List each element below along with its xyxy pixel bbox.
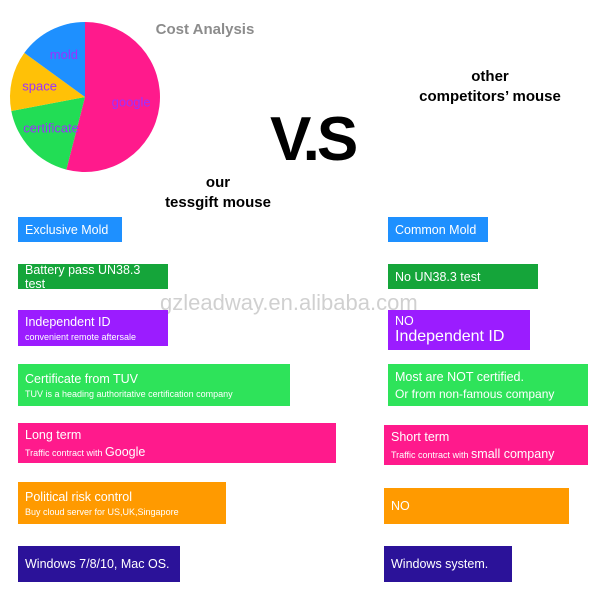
pie-slice bbox=[11, 97, 86, 170]
feature-box: NO Independent ID bbox=[388, 310, 530, 350]
box-note: TUV is a heading authoritative certifica… bbox=[25, 388, 233, 399]
box-title: Long term bbox=[25, 427, 82, 442]
pie-slice bbox=[10, 52, 86, 112]
slice-label: google bbox=[112, 94, 151, 109]
feature-box: Windows 7/8/10, Mac OS. bbox=[18, 546, 180, 582]
feature-box: Short term Traffic contract with small co… bbox=[384, 425, 588, 465]
feature-box: Exclusive Mold bbox=[18, 217, 122, 242]
slice-label: space bbox=[22, 78, 57, 93]
box-title: Windows system. bbox=[391, 557, 489, 571]
box-title: Political risk control bbox=[25, 489, 132, 504]
slice-label: mold bbox=[50, 47, 78, 62]
feature-box: Battery pass UN38.3 test bbox=[18, 262, 168, 291]
box-title: NO bbox=[391, 499, 410, 513]
box-title: Exclusive Mold bbox=[25, 222, 109, 237]
box-note: Traffic contract with small company bbox=[391, 447, 581, 461]
watermark: gzleadway.en.alibaba.com bbox=[160, 290, 418, 315]
box-emphasis: Independent ID bbox=[395, 328, 505, 345]
box-title: Common Mold bbox=[395, 222, 477, 237]
box-title: Most are NOT certified. bbox=[395, 369, 524, 384]
left-heading: our tessgift mouse bbox=[118, 173, 318, 213]
box-note: Or from non-famous company bbox=[395, 386, 555, 401]
slice-label: certificate bbox=[23, 120, 79, 135]
feature-box: NO bbox=[384, 488, 569, 524]
box-title: NO bbox=[395, 314, 414, 328]
note-text: Traffic contract with bbox=[391, 449, 469, 460]
box-note: Buy cloud server for US,UK,Singapore bbox=[25, 506, 179, 517]
feature-box: Certificate from TUV TUV is a heading aut… bbox=[18, 364, 290, 406]
pie-chart: Cost Analysis google certificate space mold bbox=[10, 21, 255, 172]
feature-box: Windows system. bbox=[384, 546, 512, 582]
feature-box: Political risk control Buy cloud server f… bbox=[18, 482, 226, 524]
heading-line: tessgift mouse bbox=[165, 194, 271, 211]
vs: V.S bbox=[270, 105, 358, 174]
pie-slice bbox=[24, 22, 86, 97]
pie-slice bbox=[66, 22, 160, 172]
box-title: No UN38.3 test bbox=[395, 269, 481, 284]
note-emphasis: small company bbox=[471, 446, 555, 461]
box-note: Traffic contract with Google bbox=[25, 445, 329, 459]
feature-box: Long term Traffic contract with Google bbox=[18, 423, 336, 463]
feature-box: Common Mold bbox=[388, 217, 488, 242]
heading-line: our bbox=[205, 174, 231, 191]
feature-box: No UN38.3 test bbox=[388, 264, 538, 289]
box-title: Short term bbox=[391, 429, 450, 444]
box-title: Battery pass UN38.3 test bbox=[25, 262, 141, 291]
box-title: Windows 7/8/10, Mac OS. bbox=[25, 557, 170, 571]
box-title: Independent ID bbox=[25, 314, 111, 329]
box-note: convenient remote aftersale bbox=[25, 331, 137, 342]
note-emphasis: Google bbox=[105, 444, 146, 459]
box-title: Certificate from TUV bbox=[25, 371, 138, 386]
note-text: Traffic contract with bbox=[25, 447, 103, 458]
heading-line: other bbox=[471, 68, 509, 85]
feature-box: Independent ID convenient remote aftersal… bbox=[18, 310, 168, 346]
feature-box: Most are NOT certified. Or from non-famou… bbox=[388, 364, 588, 406]
heading-line: competitors’ mouse bbox=[419, 88, 561, 105]
right-heading: other competitors’ mouse bbox=[390, 67, 590, 107]
chart-title: Cost Analysis bbox=[156, 21, 255, 38]
